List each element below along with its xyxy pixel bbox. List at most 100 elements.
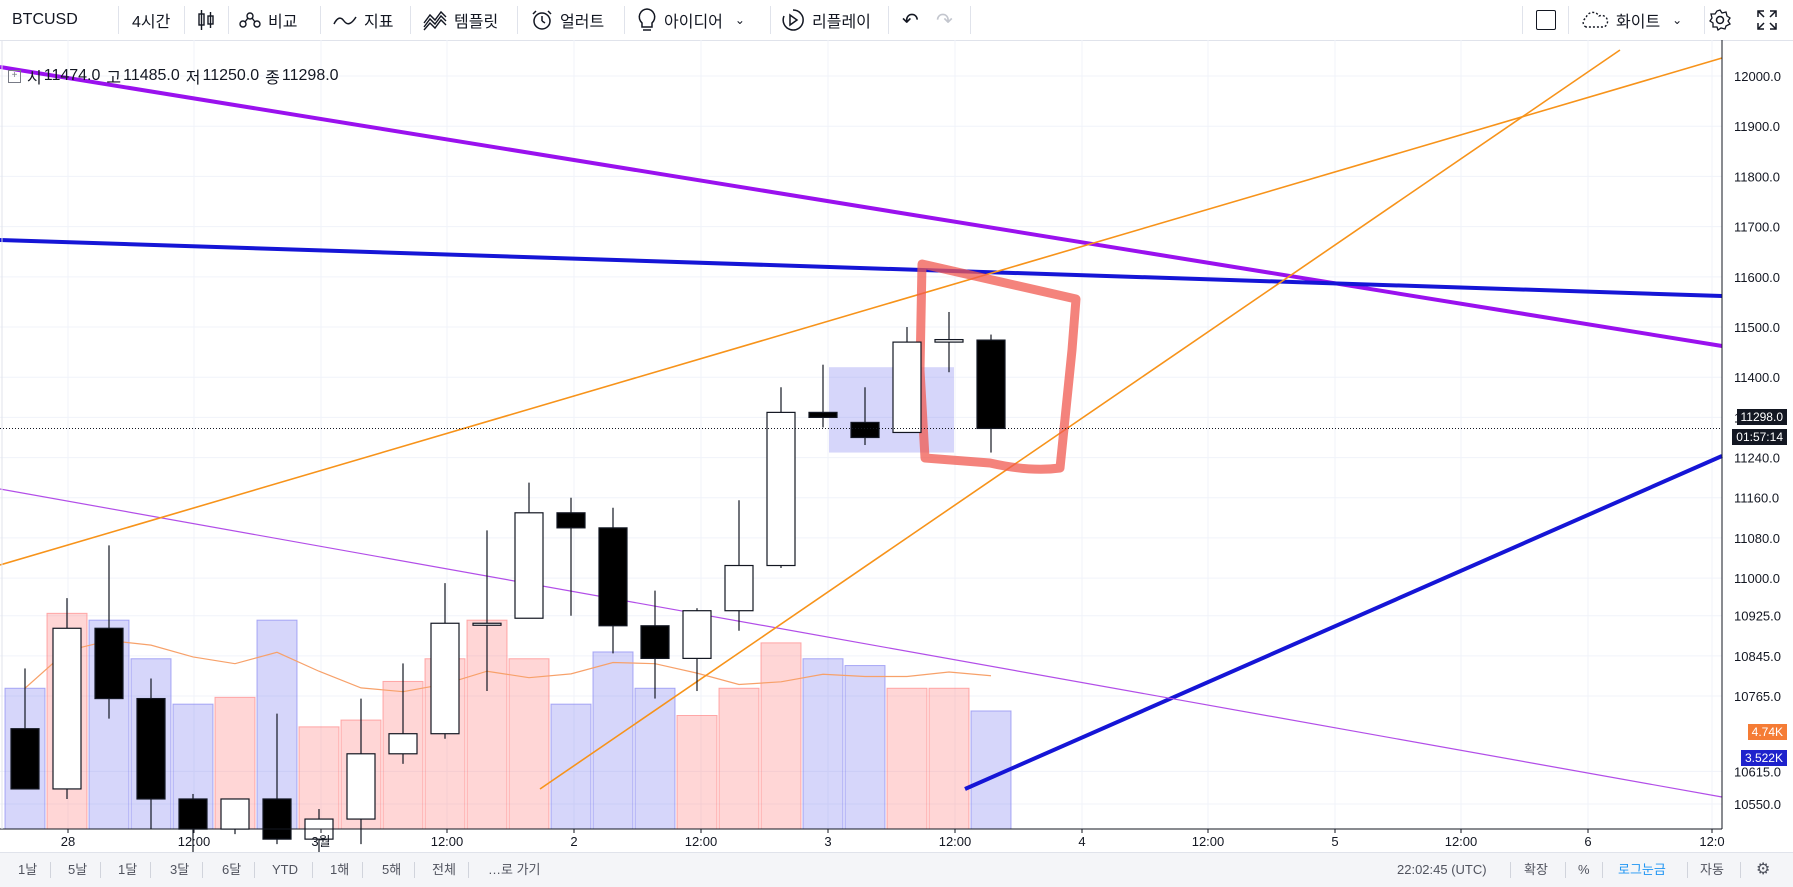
candle-body bbox=[556, 512, 586, 529]
price-tick-label: 11500.0 bbox=[1734, 320, 1780, 335]
violet-trendline bbox=[0, 488, 1723, 798]
price-tick-label: 11000.0 bbox=[1734, 571, 1780, 586]
volume-bar bbox=[634, 687, 676, 830]
candle-body bbox=[346, 753, 376, 820]
candle-body bbox=[472, 622, 502, 626]
volume-ma-line bbox=[24, 639, 992, 693]
time-tick-label: 12:00 bbox=[431, 834, 464, 849]
collapse-icon[interactable]: + bbox=[8, 69, 21, 83]
candle-body bbox=[976, 339, 1006, 430]
fullscreen-button[interactable] bbox=[1756, 0, 1778, 40]
lightbulb-icon bbox=[638, 8, 656, 31]
utc-clock[interactable]: 22:02:45 (UTC) bbox=[1397, 862, 1487, 877]
price-tick-label: 10925.0 bbox=[1734, 609, 1781, 624]
low-value: 11250.0 bbox=[202, 67, 260, 84]
fullscreen-layout-button[interactable] bbox=[1536, 0, 1556, 40]
candle-body bbox=[766, 411, 796, 567]
red-annotation-box bbox=[915, 259, 1081, 474]
time-tick-label: 12:00 bbox=[939, 834, 972, 849]
indicators-button[interactable]: 지표 bbox=[332, 0, 393, 40]
time-tick-label: 28 bbox=[61, 834, 75, 849]
price-tick-label: 11080.0 bbox=[1734, 531, 1780, 546]
range-button[interactable]: YTD bbox=[272, 862, 298, 877]
price-tick-label: 11700.0 bbox=[1734, 220, 1780, 235]
compare-icon bbox=[239, 12, 261, 28]
compare-button[interactable]: 비교 bbox=[238, 0, 297, 40]
symbol-search[interactable]: BTCUSD bbox=[12, 0, 78, 40]
volume-ma-badge: 3.522K bbox=[1740, 750, 1787, 766]
chart-grid bbox=[0, 40, 1722, 829]
symbol-label: BTCUSD bbox=[12, 11, 78, 28]
price-tick-label: 11240.0 bbox=[1734, 451, 1780, 466]
candlesticks bbox=[10, 311, 1006, 852]
volume-bar bbox=[550, 703, 592, 830]
range-button[interactable]: 1날 bbox=[18, 862, 38, 877]
templates-label: 템플릿 bbox=[454, 14, 499, 31]
settings-button[interactable] bbox=[1708, 0, 1732, 40]
low-label: 저 bbox=[185, 70, 201, 87]
extend-toggle[interactable]: 확장 bbox=[1524, 862, 1548, 877]
templates-button[interactable]: 템플릿 bbox=[422, 0, 498, 40]
trendline-drawings bbox=[0, 49, 1723, 798]
expand-icon bbox=[1757, 10, 1777, 30]
candle-body bbox=[514, 512, 544, 619]
auto-scale-toggle[interactable]: 자동 bbox=[1700, 862, 1724, 877]
open-label: 시 bbox=[27, 70, 42, 87]
replay-button[interactable]: 리플레이 bbox=[780, 0, 871, 40]
range-button[interactable]: 전체 bbox=[432, 862, 456, 877]
chart-canvas[interactable]: 12000.0 11900.0 11800.0 11700.0 11600.0 11500… bbox=[0, 40, 1793, 852]
price-tick-label: 11600.0 bbox=[1734, 270, 1780, 285]
candle-body bbox=[262, 798, 292, 840]
candle-body bbox=[808, 411, 838, 419]
time-tick-label: 12:00 bbox=[1445, 834, 1478, 849]
alarm-clock-icon bbox=[532, 10, 552, 30]
goto-date-button[interactable]: …로 가기 bbox=[488, 862, 541, 877]
ideas-label: 아이디어 bbox=[664, 14, 723, 31]
time-tick-label: 12:00 bbox=[685, 834, 718, 849]
range-button[interactable]: 1달 bbox=[118, 862, 138, 877]
chevron-down-icon: ⌄ bbox=[1672, 13, 1683, 27]
range-button[interactable]: 1해 bbox=[330, 862, 350, 877]
volume-bar bbox=[886, 687, 928, 830]
cloud-icon bbox=[1582, 11, 1609, 28]
chart-style-button[interactable] bbox=[196, 0, 216, 40]
time-tick-label: 5 bbox=[1331, 834, 1338, 849]
compare-label: 비교 bbox=[268, 14, 298, 31]
range-button[interactable]: 6달 bbox=[222, 862, 242, 877]
replay-icon bbox=[782, 9, 804, 31]
blue-trendline-bottom bbox=[964, 454, 1723, 791]
theme-button[interactable]: 화이트 ⌄ bbox=[1580, 0, 1682, 40]
volume-bar bbox=[592, 651, 634, 830]
ohlc-legend: + 시 11474.0 고 11485.0 저 11250.0 종 11298.0 bbox=[8, 64, 339, 88]
alerts-button[interactable]: 얼러트 bbox=[530, 0, 604, 40]
range-button[interactable]: 5날 bbox=[68, 862, 88, 877]
top-toolbar: BTCUSD 4시간 비교 지표 템플릿 얼러트 아이디어 ⌄ 리플레이 ↶ ↷ bbox=[0, 0, 1793, 41]
log-scale-toggle[interactable]: 로그눈금 bbox=[1618, 862, 1666, 877]
candle-body bbox=[598, 527, 628, 627]
interval-label: 4시간 bbox=[132, 14, 171, 31]
interval-button[interactable]: 4시간 bbox=[132, 0, 170, 40]
volume-ma-polyline bbox=[24, 639, 992, 693]
volume-badge: 4.74K bbox=[1747, 724, 1787, 740]
candle-body bbox=[10, 728, 40, 790]
time-tick-label: 4 bbox=[1078, 834, 1085, 849]
undo-button[interactable]: ↶ bbox=[902, 0, 919, 40]
percent-toggle[interactable]: % bbox=[1578, 862, 1590, 877]
gear-icon[interactable]: ⚙ bbox=[1756, 861, 1771, 878]
highlight-box bbox=[829, 367, 954, 453]
high-label: 고 bbox=[106, 70, 122, 87]
price-tick-label: 10615.0 bbox=[1734, 764, 1781, 779]
price-tick-label: 10550.0 bbox=[1734, 797, 1781, 812]
candles-icon bbox=[198, 10, 214, 30]
volume-bar bbox=[760, 642, 802, 830]
candle-body bbox=[724, 564, 754, 612]
range-button[interactable]: 5해 bbox=[382, 862, 402, 877]
redo-button[interactable]: ↷ bbox=[936, 0, 953, 40]
square-icon bbox=[1536, 10, 1556, 30]
time-tick-label: 6 bbox=[1584, 834, 1591, 849]
candle-body bbox=[136, 697, 166, 800]
range-button[interactable]: 3달 bbox=[170, 862, 190, 877]
ideas-button[interactable]: 아이디어 ⌄ bbox=[636, 0, 745, 40]
volume-bar bbox=[718, 687, 760, 830]
volume-bar bbox=[802, 658, 844, 830]
